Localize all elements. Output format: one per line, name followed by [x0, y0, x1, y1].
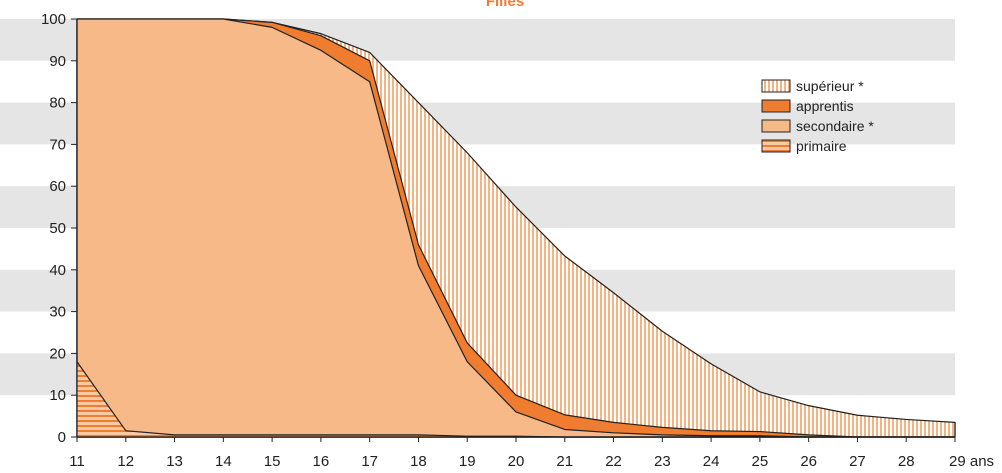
legend-label-apprentis: apprentis — [796, 98, 854, 114]
x-tick-label: 25 — [752, 453, 769, 470]
x-tick-label: 23 — [654, 453, 671, 470]
legend-swatch-apprentis — [761, 99, 791, 113]
x-tick-label: 17 — [361, 453, 378, 470]
legend-swatch-suprieur — [761, 79, 791, 93]
x-tick-label: 11 — [69, 453, 85, 470]
legend-label-suprieur: supérieur * — [796, 78, 864, 94]
x-tick-label: 12 — [117, 453, 134, 470]
x-tick-label: 13 — [166, 453, 183, 470]
y-tick-label: 0 — [58, 429, 66, 446]
y-tick-label: 40 — [49, 262, 66, 279]
y-tick-label: 70 — [49, 136, 66, 153]
y-tick-label: 10 — [49, 387, 66, 404]
y-tick-label: 90 — [49, 53, 66, 70]
legend-label-secondaire: secondaire * — [796, 118, 874, 134]
x-tick-label: 29 ans — [949, 453, 994, 470]
chart-title: Filles — [486, 0, 524, 10]
x-tick-label: 27 — [849, 453, 866, 470]
x-tick-label: 20 — [508, 453, 525, 470]
y-tick-label: 30 — [49, 304, 66, 321]
y-tick-label: 20 — [49, 345, 66, 362]
x-tick-label: 18 — [410, 453, 427, 470]
x-tick-label: 15 — [264, 453, 281, 470]
x-tick-label: 14 — [215, 453, 232, 470]
y-tick-label: 80 — [49, 95, 66, 112]
axes — [71, 18, 956, 442]
x-tick-labels: 11 12 13 14 15 16 17 18 19 20 21 22 23 24 25 26 27 28 29 a… — [69, 453, 994, 470]
x-tick-label: 28 — [898, 453, 915, 470]
y-tick-label: 60 — [49, 178, 66, 195]
y-tick-label: 50 — [49, 220, 66, 237]
y-tick-labels: 0 10 20 30 40 50 60 70 80 90 100 — [41, 11, 66, 446]
x-tick-label: 16 — [313, 453, 330, 470]
x-tick-label: 19 — [459, 453, 476, 470]
x-tick-label: 21 — [556, 453, 573, 470]
legend-swatch-primaire — [761, 139, 791, 153]
legend: supérieur * apprentis secondaire * primaire — [761, 78, 874, 154]
y-tick-label: 100 — [41, 11, 66, 28]
x-tick-label: 26 — [800, 453, 817, 470]
x-tick-label: 22 — [605, 453, 622, 470]
legend-swatch-secondaire — [761, 119, 791, 133]
x-tick-label: 24 — [703, 453, 720, 470]
legend-label-primaire: primaire — [796, 138, 847, 154]
